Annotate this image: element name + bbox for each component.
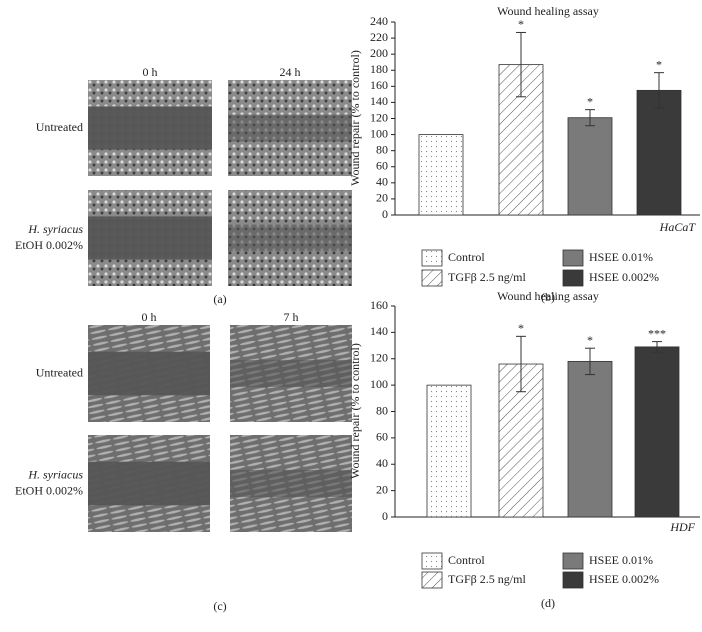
wound-gap [88, 351, 210, 396]
row-label: Untreated [36, 365, 83, 379]
column-label: 0 h [143, 65, 158, 79]
row-treatment: EtOH 0.002% [15, 238, 83, 252]
legend-label: HSEE 0.002% [589, 572, 659, 586]
y-tick-label: 100 [370, 377, 388, 391]
significance: * [518, 321, 524, 335]
y-tick-label: 20 [376, 482, 388, 496]
bar [636, 89, 682, 216]
bar [418, 134, 464, 216]
legend-swatch [421, 249, 443, 267]
bar [567, 117, 613, 216]
y-tick-label: 60 [376, 430, 388, 444]
y-tick-label: 20 [376, 191, 388, 205]
legend-label: TGFβ 2.5 ng/ml [448, 572, 526, 586]
y-tick-label: 80 [376, 142, 388, 156]
legend-label: HSEE 0.01% [589, 553, 653, 567]
bar [426, 384, 472, 518]
y-tick-label: 100 [370, 126, 388, 140]
y-tick-label: 220 [370, 30, 388, 44]
legend-label: HSEE 0.01% [589, 250, 653, 264]
legend-swatch [562, 249, 584, 267]
chart-title: Wound healing assay [497, 289, 599, 303]
y-axis-label: Wound repair (% to control) [348, 50, 362, 186]
panel-label: (b) [541, 290, 555, 304]
legend-label: TGFβ 2.5 ng/ml [448, 270, 526, 284]
legend-swatch [421, 269, 443, 287]
y-tick-label: 40 [376, 175, 388, 189]
bar [567, 360, 613, 518]
y-tick-label: 240 [370, 14, 388, 28]
significance: * [656, 57, 662, 71]
y-tick-label: 160 [370, 78, 388, 92]
wound-gap [88, 106, 212, 150]
y-tick-label: 0 [382, 207, 388, 221]
legend-swatch [421, 552, 443, 570]
y-tick-label: 40 [376, 456, 388, 470]
panel-label: (a) [213, 292, 226, 306]
wound-gap [88, 216, 212, 260]
legend-swatch [562, 269, 584, 287]
column-label: 24 h [280, 65, 301, 79]
y-tick-label: 140 [370, 324, 388, 338]
legend-swatch [562, 552, 584, 570]
y-tick-label: 160 [370, 298, 388, 312]
bar [634, 346, 680, 518]
y-tick-label: 140 [370, 94, 388, 108]
cell-line: HDF [669, 520, 695, 534]
wound-gap [228, 224, 352, 252]
y-tick-label: 60 [376, 159, 388, 173]
cell-line: HaCaT [659, 220, 697, 234]
legend-label: HSEE 0.002% [589, 270, 659, 284]
y-axis-label: Wound repair (% to control) [348, 343, 362, 479]
legend-swatch [421, 571, 443, 589]
wound-gap [228, 114, 352, 142]
y-tick-label: 120 [370, 351, 388, 365]
y-tick-label: 0 [382, 509, 388, 523]
y-tick-label: 80 [376, 403, 388, 417]
y-tick-label: 120 [370, 110, 388, 124]
wound-gap [230, 469, 352, 498]
y-tick-label: 180 [370, 62, 388, 76]
significance: * [587, 94, 593, 108]
panel-label: (d) [541, 596, 555, 610]
significance: *** [648, 326, 666, 340]
column-label: 0 h [142, 310, 157, 324]
chart-title: Wound healing assay [497, 4, 599, 18]
wound-gap [88, 461, 210, 506]
legend-swatch [562, 571, 584, 589]
row-species: H. syriacus [27, 467, 83, 481]
legend-label: Control [448, 250, 485, 264]
row-label: Untreated [36, 120, 83, 134]
panel-label: (c) [213, 599, 226, 613]
wound-gap [230, 359, 352, 388]
significance: * [518, 17, 524, 31]
significance: * [587, 333, 593, 347]
legend-label: Control [448, 553, 485, 567]
y-tick-label: 200 [370, 46, 388, 60]
row-species: H. syriacus [27, 222, 83, 236]
row-treatment: EtOH 0.002% [15, 483, 83, 497]
column-label: 7 h [284, 310, 299, 324]
